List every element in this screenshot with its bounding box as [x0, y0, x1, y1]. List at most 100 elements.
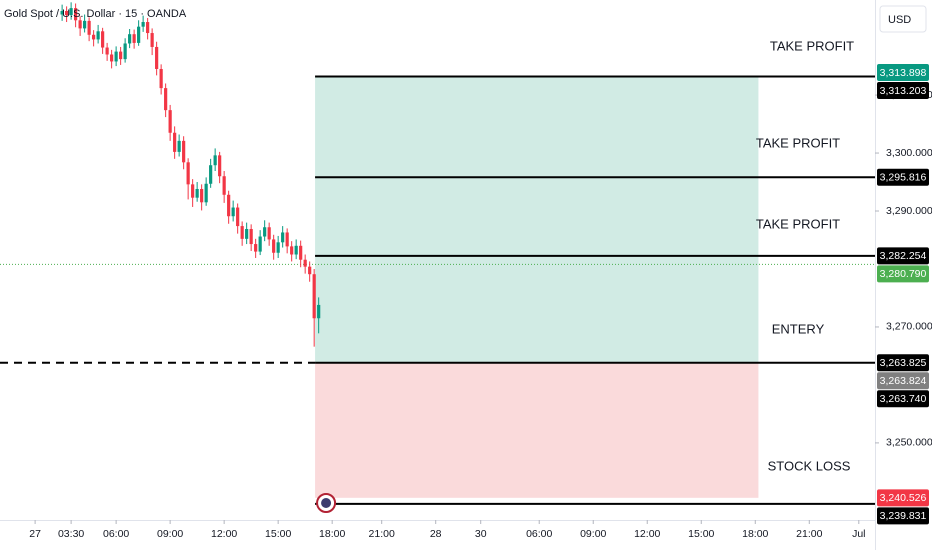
candle-body [177, 140, 181, 152]
candle-body [146, 22, 150, 34]
candle-body [155, 46, 159, 69]
currency[interactable]: USD [888, 14, 911, 26]
candle-body [218, 155, 222, 177]
candle-body [312, 274, 316, 319]
chart-title: Gold Spot / U.S. Dollar · 15 · OANDA [4, 8, 187, 20]
candle-body [258, 236, 262, 252]
candle-body [254, 244, 258, 252]
annotation: TAKE PROFIT [756, 135, 840, 150]
candle-body [110, 54, 114, 62]
x-tick-label: 21:00 [369, 528, 395, 540]
candle-body [74, 8, 78, 21]
flag-icon-inner [321, 498, 332, 508]
candle-body [299, 245, 303, 260]
candle-body [281, 232, 285, 243]
x-tick-label: 12:00 [211, 528, 237, 540]
candle-body [159, 68, 163, 89]
price-label: 3,280.790 [880, 268, 927, 280]
x-tick-label: 06:00 [526, 528, 552, 540]
candle-body [227, 194, 231, 217]
candle-body [272, 239, 276, 253]
annotation: ENTERY [772, 321, 825, 336]
candle-body [200, 188, 204, 203]
annotation: TAKE PROFIT [756, 216, 840, 231]
candle-body [60, 11, 64, 15]
price-label-box [877, 354, 929, 372]
candle-body [213, 155, 217, 166]
candle-body [186, 162, 190, 185]
price-label: 3,239.831 [880, 510, 927, 522]
y-tick-label: 3,270.000 [886, 321, 932, 333]
candle-body [276, 242, 280, 253]
price-label-box [877, 63, 929, 81]
x-tick-label: 15:00 [688, 528, 714, 540]
candle-body [222, 176, 226, 195]
candle-body [308, 266, 312, 275]
candle-body [173, 132, 177, 152]
price-label: 3,295.816 [880, 172, 927, 184]
x-tick-label: 03:30 [58, 528, 84, 540]
candle-body [128, 34, 132, 44]
candle-body [119, 51, 123, 60]
x-tick-label: 06:00 [103, 528, 129, 540]
y-tick-label: 3,300.000 [886, 147, 932, 159]
annotation: TAKE PROFIT [770, 38, 854, 53]
price-label-box [877, 372, 929, 390]
candle-body [182, 140, 186, 163]
candle-body [83, 20, 87, 29]
x-tick-label: 18:00 [742, 528, 768, 540]
candle-body [231, 207, 235, 217]
x-tick-label: 12:00 [634, 528, 660, 540]
candle-body [150, 33, 154, 47]
candle-body [204, 183, 208, 203]
x-tick-label: 18:00 [319, 528, 345, 540]
candle-body [303, 259, 307, 267]
price-label: 3,282.254 [880, 250, 927, 262]
price-label: 3,263.825 [880, 357, 927, 369]
x-tick-label: Jul [852, 528, 865, 540]
candle-body [236, 207, 240, 227]
candle-body [240, 226, 244, 239]
price-label-box [877, 507, 929, 525]
candle-body [294, 245, 298, 255]
plot-area: TAKE PROFIT TAKE PROFIT TAKE PROFIT ENTERY S… [0, 2, 875, 513]
candle-body [164, 88, 168, 111]
candle-body [78, 20, 82, 29]
candle-body [141, 22, 145, 27]
y-tick-label: 3,250.000 [886, 437, 932, 449]
price-label-box [877, 390, 929, 408]
price-label-box [877, 265, 929, 283]
candle-body [285, 232, 289, 247]
price-label: 3,263.740 [880, 393, 927, 405]
candle-body [191, 184, 195, 198]
y-tick-label: 3,290.000 [886, 205, 932, 217]
candle-body [249, 228, 253, 245]
price-label: 3,313.203 [880, 85, 927, 97]
candle-body [101, 31, 105, 48]
candle-body [114, 51, 118, 62]
x-tick-label: 09:00 [580, 528, 606, 540]
candle-body [263, 227, 267, 237]
candle-body [267, 227, 271, 240]
price-label-box [877, 168, 929, 186]
price-label: 3,263.824 [880, 375, 927, 387]
candle-body [168, 110, 172, 133]
price-label: 3,313.898 [880, 67, 927, 79]
candle-body [65, 11, 69, 16]
candle-body [195, 188, 199, 198]
candle-body [92, 34, 96, 40]
candle-body [69, 8, 73, 16]
x-tick-label: 27 [29, 528, 41, 540]
x-tick-label: 21:00 [796, 528, 822, 540]
annotation: STOCK LOSS [768, 458, 851, 473]
price-label-box [877, 81, 929, 99]
price-label-box [877, 489, 929, 507]
loss-zone [315, 362, 759, 498]
candle-body [132, 34, 136, 43]
candle-body [137, 26, 141, 43]
candle-body [209, 165, 213, 184]
currency-button[interactable] [879, 5, 927, 33]
x-tick-label: 15:00 [265, 528, 291, 540]
